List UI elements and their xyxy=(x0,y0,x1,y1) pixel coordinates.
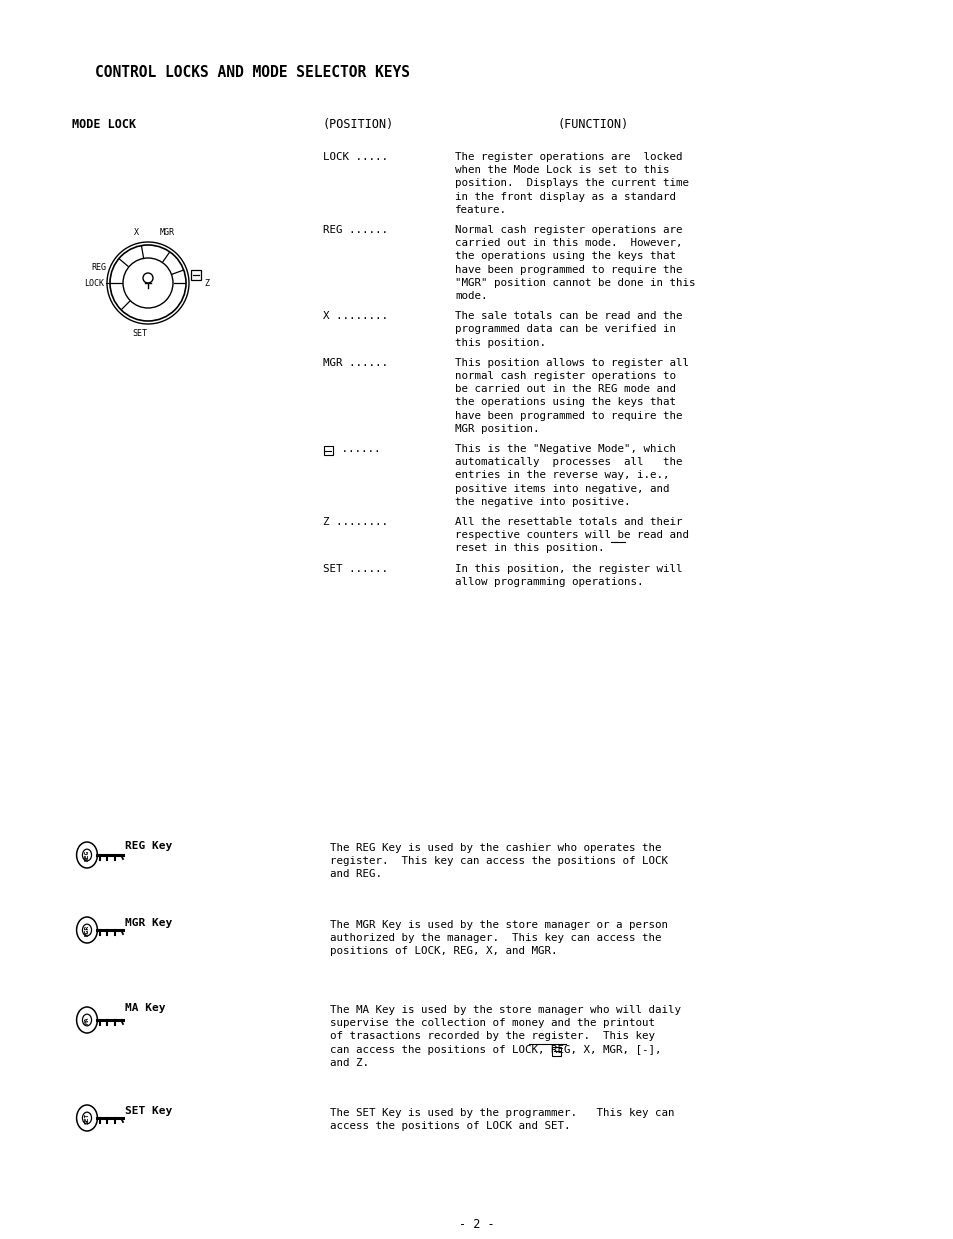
Text: The REG Key is used by the cashier who operates the: The REG Key is used by the cashier who o… xyxy=(330,843,660,852)
Text: MGR ......: MGR ...... xyxy=(323,358,388,368)
Text: of trasactions recorded by the register.  This key: of trasactions recorded by the register.… xyxy=(330,1031,655,1042)
Text: The register operations are  locked: The register operations are locked xyxy=(455,152,681,162)
Text: The MA Key is used by the store manager who will daily: The MA Key is used by the store manager … xyxy=(330,1005,680,1015)
Text: when the Mode Lock is set to this: when the Mode Lock is set to this xyxy=(455,165,669,175)
Text: the operations using the keys that: the operations using the keys that xyxy=(455,252,676,261)
Text: REG Key: REG Key xyxy=(125,841,172,851)
Text: reset in this position.: reset in this position. xyxy=(455,544,604,554)
Bar xyxy=(552,1047,560,1056)
Text: "MGR" position cannot be done in this: "MGR" position cannot be done in this xyxy=(455,278,695,287)
Text: SET Key: SET Key xyxy=(125,1106,172,1116)
Text: authorized by the manager.  This key can access the: authorized by the manager. This key can … xyxy=(330,933,660,943)
Text: All the resettable totals and their: All the resettable totals and their xyxy=(455,517,681,527)
Text: MGR Key: MGR Key xyxy=(125,918,172,928)
Text: CONTROL LOCKS AND MODE SELECTOR KEYS: CONTROL LOCKS AND MODE SELECTOR KEYS xyxy=(95,64,410,81)
Text: MGR: MGR xyxy=(160,228,174,237)
Text: access the positions of LOCK and SET.: access the positions of LOCK and SET. xyxy=(330,1121,570,1131)
Text: the negative into positive.: the negative into positive. xyxy=(455,497,630,507)
Text: REG: REG xyxy=(85,850,90,861)
Text: The sale totals can be read and the: The sale totals can be read and the xyxy=(455,311,681,321)
Text: SET ......: SET ...... xyxy=(323,564,388,574)
Bar xyxy=(324,446,333,455)
Text: REG ......: REG ...... xyxy=(323,225,388,235)
Text: be carried out in the REG mode and: be carried out in the REG mode and xyxy=(455,384,676,394)
Text: SET: SET xyxy=(132,330,148,338)
Text: SET: SET xyxy=(85,1113,90,1124)
Text: this position.: this position. xyxy=(455,337,545,348)
Text: mode.: mode. xyxy=(455,291,487,301)
Bar xyxy=(191,270,201,280)
Text: Z: Z xyxy=(204,279,209,287)
Text: MGR position.: MGR position. xyxy=(455,424,539,434)
Text: Z ........: Z ........ xyxy=(323,517,388,527)
Text: in the front display as a standard: in the front display as a standard xyxy=(455,192,676,202)
Text: register.  This key can access the positions of LOCK: register. This key can access the positi… xyxy=(330,856,667,866)
Text: have been programmed to require the: have been programmed to require the xyxy=(455,265,681,275)
Text: have been programmed to require the: have been programmed to require the xyxy=(455,410,681,420)
Text: LOCK: LOCK xyxy=(84,279,104,287)
Text: normal cash register operations to: normal cash register operations to xyxy=(455,370,676,382)
Text: positive items into negative, and: positive items into negative, and xyxy=(455,483,669,493)
Text: Normal cash register operations are: Normal cash register operations are xyxy=(455,225,681,235)
Text: and REG.: and REG. xyxy=(330,870,381,880)
Text: (POSITION): (POSITION) xyxy=(323,118,394,131)
Text: MODE LOCK: MODE LOCK xyxy=(71,118,136,131)
Text: entries in the reverse way, i.e.,: entries in the reverse way, i.e., xyxy=(455,471,669,481)
Text: X: X xyxy=(133,228,138,237)
Text: supervise the collection of money and the printout: supervise the collection of money and th… xyxy=(330,1018,655,1028)
Text: (FUNCTION): (FUNCTION) xyxy=(558,118,629,131)
Text: carried out in this mode.  However,: carried out in this mode. However, xyxy=(455,238,681,248)
Text: MA: MA xyxy=(85,1016,90,1023)
Text: allow programming operations.: allow programming operations. xyxy=(455,577,643,587)
Text: can access the positions of LOCK, REG, X, MGR, [-],: can access the positions of LOCK, REG, X… xyxy=(330,1044,660,1054)
Text: This position allows to register all: This position allows to register all xyxy=(455,358,688,368)
Text: programmed data can be verified in: programmed data can be verified in xyxy=(455,325,676,335)
Text: and Z.: and Z. xyxy=(330,1058,369,1068)
Text: LOCK .....: LOCK ..... xyxy=(323,152,388,162)
Text: REG: REG xyxy=(91,264,106,273)
Text: X ........: X ........ xyxy=(323,311,388,321)
Text: - 2 -: - 2 - xyxy=(458,1218,495,1232)
Text: In this position, the register will: In this position, the register will xyxy=(455,564,681,574)
Text: This is the "Negative Mode", which: This is the "Negative Mode", which xyxy=(455,444,676,453)
Text: ......: ...... xyxy=(335,444,380,453)
Text: automatically  processes  all   the: automatically processes all the xyxy=(455,457,681,467)
Text: The SET Key is used by the programmer.   This key can: The SET Key is used by the programmer. T… xyxy=(330,1108,674,1118)
Text: position.  Displays the current time: position. Displays the current time xyxy=(455,178,688,188)
Text: respective counters will be read and: respective counters will be read and xyxy=(455,530,688,540)
Text: the operations using the keys that: the operations using the keys that xyxy=(455,398,676,408)
Text: The MGR Key is used by the store manager or a person: The MGR Key is used by the store manager… xyxy=(330,921,667,930)
Text: positions of LOCK, REG, X, and MGR.: positions of LOCK, REG, X, and MGR. xyxy=(330,947,557,957)
Text: MGR: MGR xyxy=(85,924,90,935)
Text: MA Key: MA Key xyxy=(125,1004,165,1014)
Text: feature.: feature. xyxy=(455,204,506,214)
